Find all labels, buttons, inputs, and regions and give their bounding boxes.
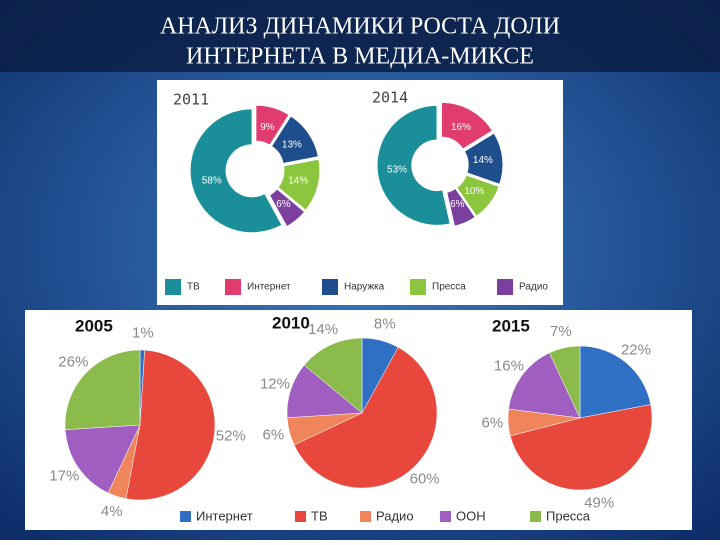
legend-label: Радио xyxy=(519,282,548,293)
pie-slice xyxy=(125,349,216,501)
pie-value-label: 8% xyxy=(374,315,396,332)
pie-slice xyxy=(508,352,581,419)
legend-label: Пресса xyxy=(432,282,466,293)
pie-slice xyxy=(64,424,141,494)
pie-slice xyxy=(446,187,476,227)
legend-label: ТВ xyxy=(187,282,200,293)
pie-slice xyxy=(549,345,581,419)
pie-value-label: 16% xyxy=(451,122,471,133)
legend-swatch xyxy=(322,279,338,295)
pie-value-label: 4% xyxy=(101,503,123,520)
legend-swatch xyxy=(225,279,241,295)
pie-slice xyxy=(270,115,319,165)
legend-swatch xyxy=(410,279,426,295)
pie-value-label: 16% xyxy=(494,357,524,374)
legend-swatch xyxy=(360,511,371,522)
pie-value-label: 12% xyxy=(260,376,290,393)
pie-slice xyxy=(579,345,652,419)
pie-slice xyxy=(277,158,321,211)
legend-swatch xyxy=(440,511,451,522)
pie-value-label: 60% xyxy=(410,471,440,488)
pie-value-label: 52% xyxy=(216,427,246,444)
legend-label: Пресса xyxy=(546,508,591,523)
legend-label: Наружка xyxy=(344,282,385,293)
legend-label: ООН xyxy=(456,508,486,523)
pie-value-label: 53% xyxy=(387,164,407,175)
pie-value-label: 17% xyxy=(49,467,79,484)
legend-swatch xyxy=(530,511,541,522)
legend-label: Интернет xyxy=(247,282,291,293)
legend-label: ТВ xyxy=(311,508,328,523)
pie-slice xyxy=(255,104,290,146)
pie-value-label: 6% xyxy=(276,199,291,210)
pie-slice xyxy=(268,188,306,228)
pie-value-label: 1% xyxy=(132,325,154,342)
title-line: АНАЛИЗ ДИНАМИКИ РОСТА ДОЛИ xyxy=(160,14,560,40)
pie-slice xyxy=(303,337,363,414)
pie-year: 2011 xyxy=(173,91,209,109)
pie-value-label: 14% xyxy=(473,155,493,166)
legend-swatch xyxy=(295,511,306,522)
pie-value-label: 14% xyxy=(288,176,308,187)
pie-year: 2005 xyxy=(75,316,113,335)
pie-value-label: 22% xyxy=(621,341,651,358)
pie-value-label: 14% xyxy=(308,321,338,338)
pie-value-label: 6% xyxy=(481,414,503,431)
title-line: ИНТЕРНЕТА В МЕДИА-МИКСЕ xyxy=(186,44,534,70)
pie-value-label: 13% xyxy=(282,140,302,151)
pie-value-label: 6% xyxy=(263,427,285,444)
legend-swatch xyxy=(180,511,191,522)
legend-swatch xyxy=(165,279,181,295)
pie-slice xyxy=(64,349,141,430)
title-band xyxy=(0,0,720,72)
pie-slice xyxy=(509,404,653,491)
pie-year: 2010 xyxy=(272,313,310,332)
pie-value-label: 26% xyxy=(58,353,88,370)
pie-slice xyxy=(376,104,451,226)
pie-slice xyxy=(455,174,500,217)
pie-value-label: 9% xyxy=(260,122,275,133)
pie-value-label: 49% xyxy=(584,495,614,512)
pie-slice xyxy=(463,132,504,185)
pie-value-label: 7% xyxy=(550,323,572,340)
pie-value-label: 10% xyxy=(464,186,484,197)
pie-slice xyxy=(440,101,494,150)
pie-value-label: 58% xyxy=(202,176,222,187)
pie-value-label: 6% xyxy=(450,199,465,210)
legend-label: Радио xyxy=(376,508,414,523)
pie-slice xyxy=(293,346,438,489)
pie-slice xyxy=(189,108,283,234)
legend-label: Интернет xyxy=(196,508,253,523)
legend-swatch xyxy=(497,279,513,295)
pie-year: 2015 xyxy=(492,316,530,335)
pie-year: 2014 xyxy=(372,89,408,107)
